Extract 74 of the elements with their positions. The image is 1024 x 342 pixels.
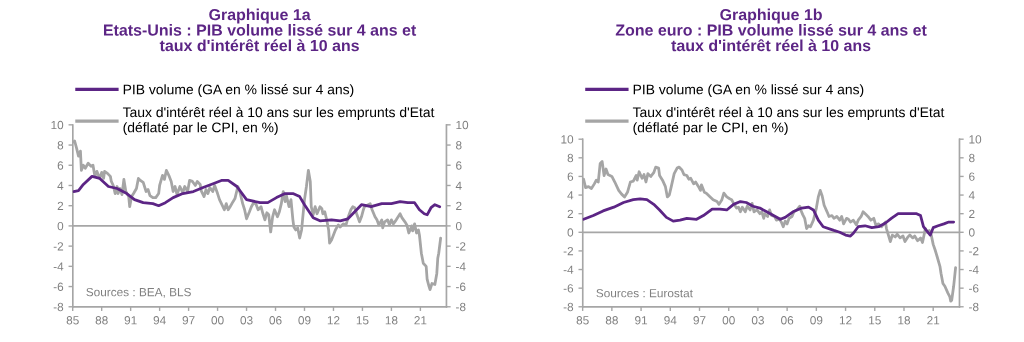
x-tick-label: 03 [751, 316, 764, 325]
y2-tick-label: 4 [455, 181, 462, 190]
annotation: Sources : BEA, BLS [86, 287, 191, 298]
x-tick-label: 12 [839, 316, 852, 325]
y2-tick-label: 6 [456, 161, 462, 170]
y-tick-label: 0 [567, 228, 574, 237]
legend-label: PIB volume (GA en % lissé sur 4 ans) [633, 83, 864, 98]
x-tick-label: 97 [693, 316, 706, 325]
y-tick-label: 4 [567, 191, 574, 200]
y-tick-label: 8 [567, 153, 574, 163]
x-tick-label: 09 [810, 316, 823, 325]
x-tick-label: 15 [869, 316, 881, 325]
x-tick-label: 00 [211, 316, 224, 325]
x-tick-label: 18 [898, 316, 911, 325]
y2-tick-label: 8 [456, 141, 462, 150]
y2-tick-label: -2 [969, 246, 979, 256]
y-tick-label: 6 [567, 172, 574, 181]
y2-tick-label: -8 [456, 302, 466, 312]
y-tick-label: 6 [57, 161, 64, 170]
x-tick-label: 00 [722, 316, 735, 325]
x-tick-label: 06 [269, 316, 282, 325]
y-tick-label: 2 [567, 209, 574, 218]
y-tick-label: 10 [561, 135, 574, 144]
y-tick-label: -2 [53, 242, 64, 251]
y2-tick-label: -8 [969, 302, 979, 312]
legend-label: PIB volume (GA en % lissé sur 4 ans) [123, 83, 354, 98]
x-tick-label: 21 [927, 316, 940, 325]
y-tick-label: -6 [563, 284, 574, 293]
y-tick-label: -8 [53, 302, 64, 312]
y-tick-label: -4 [563, 265, 574, 274]
x-tick-label: 06 [781, 316, 794, 325]
x-tick-label: 03 [240, 316, 253, 325]
y-tick-label: -4 [53, 262, 64, 271]
y2-tick-label: 2 [456, 201, 462, 210]
x-tick-label: 91 [635, 316, 648, 325]
y2-tick-label: 0 [968, 228, 975, 237]
x-tick-label: 94 [664, 316, 677, 325]
x-tick-label: 88 [95, 316, 108, 325]
x-tick-label: 97 [182, 316, 195, 325]
y-tick-label: -6 [53, 282, 64, 291]
x-tick-label: 94 [153, 316, 166, 325]
y2-tick-label: -4 [969, 265, 979, 274]
y2-tick-label: 4 [968, 191, 975, 200]
y-tick-label: 8 [57, 141, 64, 150]
chart-title: Graphique 1b Zone euro : PIB volume lissé sur 4 ans et taux d'intérêt réel à 10 ans [615, 8, 927, 52]
y2-tick-label: 6 [969, 172, 975, 181]
legend-label: Taux d'intérêt réel à 10 ans sur les emprunts d'Etat (déflaté par le CPI, en %) [632, 106, 945, 136]
y-tick-label: -8 [563, 302, 574, 312]
annotation: Sources : Eurostat [596, 289, 693, 298]
y2-tick-label: -6 [456, 282, 466, 291]
chart-title: Graphique 1a Etats-Unis : PIB volume lissé sur 4 ans et taux d'intérêt réel à 10 ans [103, 8, 417, 52]
x-tick-label: 85 [576, 316, 589, 325]
y-tick-label: 4 [57, 181, 64, 190]
x-tick-label: 91 [124, 316, 137, 325]
x-tick-label: 88 [605, 316, 618, 325]
x-tick-label: 18 [385, 316, 398, 325]
y2-tick-label: 10 [969, 135, 982, 144]
y2-tick-label: 8 [969, 153, 975, 163]
x-tick-label: 85 [66, 316, 79, 325]
y2-tick-label: 2 [969, 209, 975, 218]
y2-tick-label: 10 [456, 120, 469, 130]
x-tick-label: 15 [356, 316, 369, 325]
y2-tick-label: -6 [969, 284, 979, 293]
y-tick-label: 2 [57, 201, 64, 210]
y-tick-label: 10 [51, 120, 64, 130]
x-tick-label: 09 [298, 316, 311, 325]
legend-label: Taux d'intérêt réel à 10 ans sur les emprunts d'Etat (déflaté par le CPI, en %) [122, 106, 435, 136]
y2-tick-label: -4 [456, 262, 466, 271]
x-tick-label: 12 [327, 316, 340, 325]
y2-tick-label: 0 [455, 221, 462, 231]
y2-tick-label: -2 [456, 242, 466, 251]
x-tick-label: 21 [414, 316, 427, 325]
y-tick-label: 0 [57, 221, 64, 231]
y-tick-label: -2 [563, 246, 574, 256]
